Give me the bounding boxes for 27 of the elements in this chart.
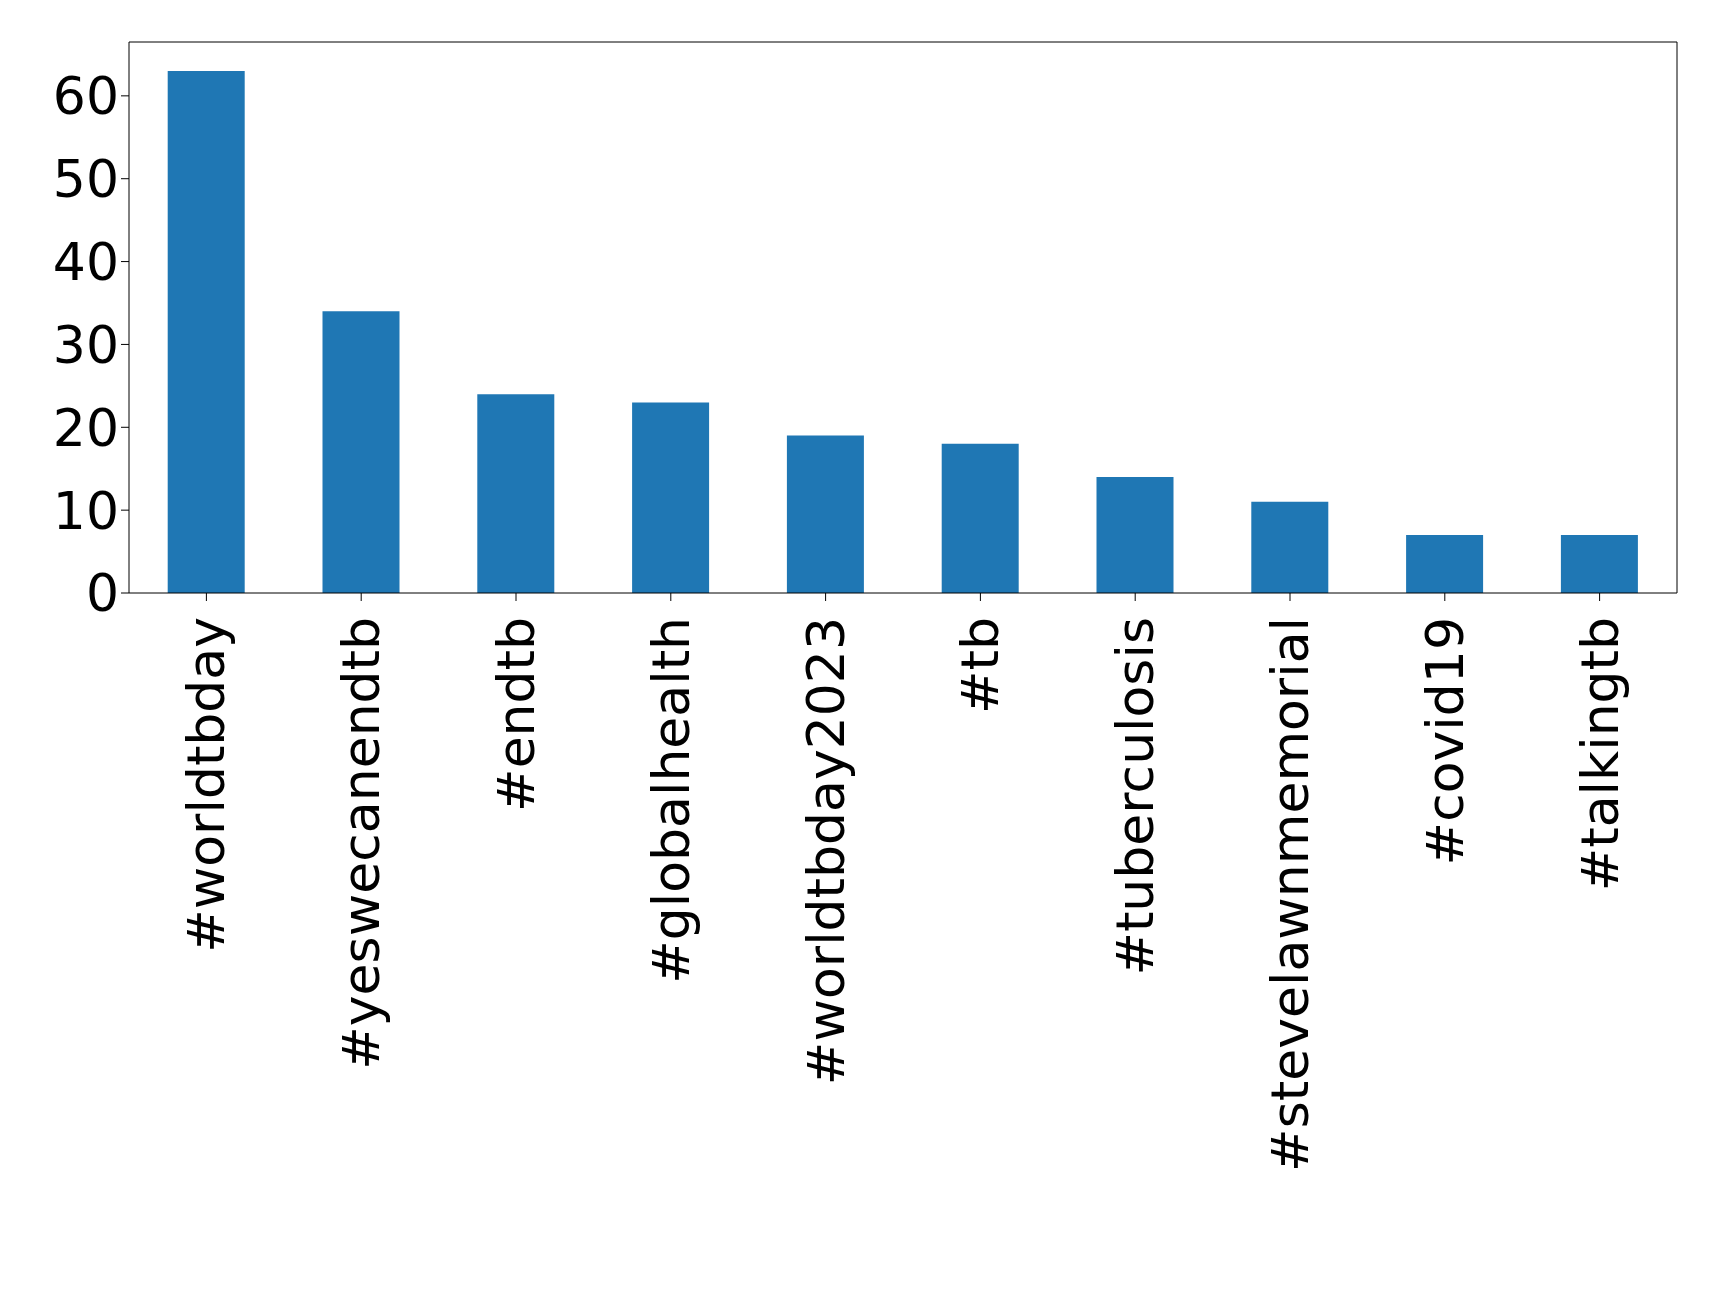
bar <box>1560 535 1638 593</box>
y-tick-label: 60 <box>52 66 119 127</box>
x-tick-label: #worldtbday2023 <box>795 617 856 1086</box>
x-tick-label: #tuberculosis <box>1105 617 1166 976</box>
bar <box>167 71 245 593</box>
y-tick-label: 20 <box>52 397 119 458</box>
bar <box>941 443 1019 593</box>
x-tick-label: #globalhealth <box>640 617 701 984</box>
y-tick-label: 10 <box>52 480 119 541</box>
bar <box>477 394 555 593</box>
bar <box>632 402 710 593</box>
x-tick-label: #tb <box>950 617 1011 714</box>
x-tick-label: #talkingtb <box>1569 617 1630 892</box>
x-tick-label: #yeswecanendtb <box>331 617 392 1070</box>
bar <box>786 435 864 593</box>
bar <box>322 311 400 593</box>
y-tick-label: 50 <box>52 149 119 210</box>
bar <box>1406 535 1484 593</box>
x-tick-label: #worldtbday <box>176 617 237 953</box>
bar <box>1251 501 1329 593</box>
bar <box>1096 477 1174 593</box>
x-tick-label: #endtb <box>486 617 546 812</box>
y-tick-label: 30 <box>52 314 119 375</box>
y-tick-label: 40 <box>52 232 119 293</box>
y-tick-label: 0 <box>85 563 119 624</box>
x-tick-label: #covid19 <box>1414 617 1475 866</box>
x-tick-label: #stevelawnmemorial <box>1260 617 1320 1172</box>
